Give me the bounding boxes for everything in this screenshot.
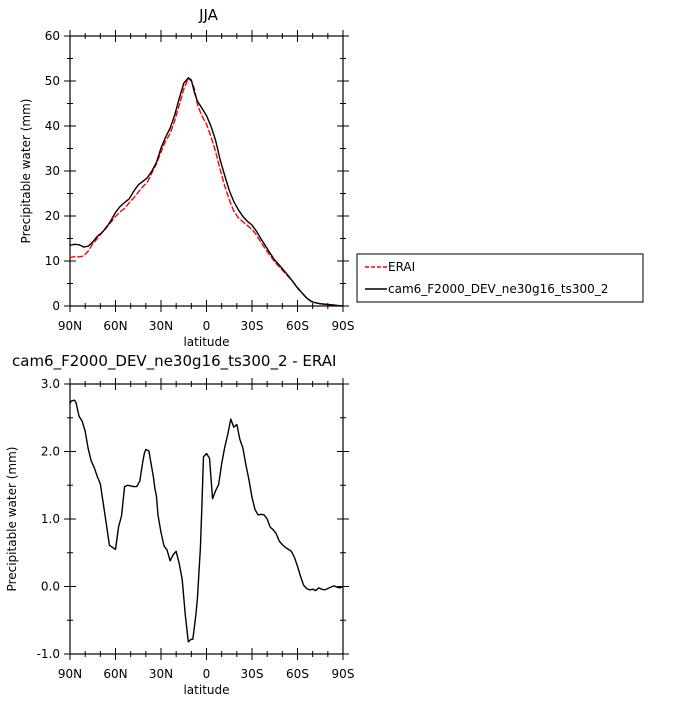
x-tick-label: 90N — [58, 319, 82, 333]
y-tick-label: 1.0 — [41, 512, 60, 526]
legend-label: ERAI — [388, 260, 415, 274]
y-tick-label: 0.0 — [41, 580, 60, 594]
y-tick-label: 2.0 — [41, 445, 60, 459]
x-axis-label: latitude — [183, 683, 229, 697]
x-tick-label: 60S — [286, 667, 309, 681]
y-tick-label: 50 — [45, 74, 60, 88]
x-tick-label: 0 — [203, 667, 211, 681]
y-axis-label: Precipitable water (mm) — [5, 447, 19, 592]
plot-frame — [69, 383, 344, 655]
x-tick-label: 90S — [332, 667, 355, 681]
x-tick-label: 30N — [149, 667, 173, 681]
cam6_F2000_DEV_ne30g16_ts300_2-series-line — [69, 77, 344, 307]
legend-label: cam6_F2000_DEV_ne30g16_ts300_2 — [388, 282, 608, 296]
y-tick-label: 40 — [45, 119, 60, 133]
y-tick-label: 20 — [45, 209, 60, 223]
y-tick-label: 3.0 — [41, 377, 60, 391]
x-tick-label: 60N — [103, 667, 127, 681]
ERAI-series-line — [69, 78, 344, 307]
x-tick-label: 30S — [241, 667, 264, 681]
y-tick-label: 30 — [45, 164, 60, 178]
chart-difference: cam6_F2000_DEV_ne30g16_ts300_2 - ERAI 90N… — [5, 352, 354, 697]
y-axis-label: Precipitable water (mm) — [19, 99, 33, 244]
x-tick-label: 30N — [149, 319, 173, 333]
x-tick-label: 90S — [332, 319, 355, 333]
chart-title: JJA — [198, 6, 219, 24]
legend-box — [356, 253, 644, 303]
x-tick-label: 30S — [241, 319, 264, 333]
x-axis-label: latitude — [183, 335, 229, 349]
x-tick-label: 60S — [286, 319, 309, 333]
y-tick-label: 60 — [45, 29, 60, 43]
difference-series-line — [69, 399, 344, 643]
x-tick-label: 60N — [103, 319, 127, 333]
y-tick-label: 10 — [45, 254, 60, 268]
y-tick-label: 0 — [52, 299, 60, 313]
plot-frame — [69, 35, 344, 307]
legend: ERAI cam6_F2000_DEV_ne30g16_ts300_2 — [356, 253, 644, 303]
x-tick-label: 0 — [203, 319, 211, 333]
y-tick-label: -1.0 — [37, 647, 60, 661]
chart-jja: JJA 90N 60N 30N 0 30S 60S 90S latitude 0 10 20 30 40 5… — [19, 6, 354, 349]
x-tick-label: 90N — [58, 667, 82, 681]
chart-title: cam6_F2000_DEV_ne30g16_ts300_2 - ERAI — [12, 352, 336, 371]
